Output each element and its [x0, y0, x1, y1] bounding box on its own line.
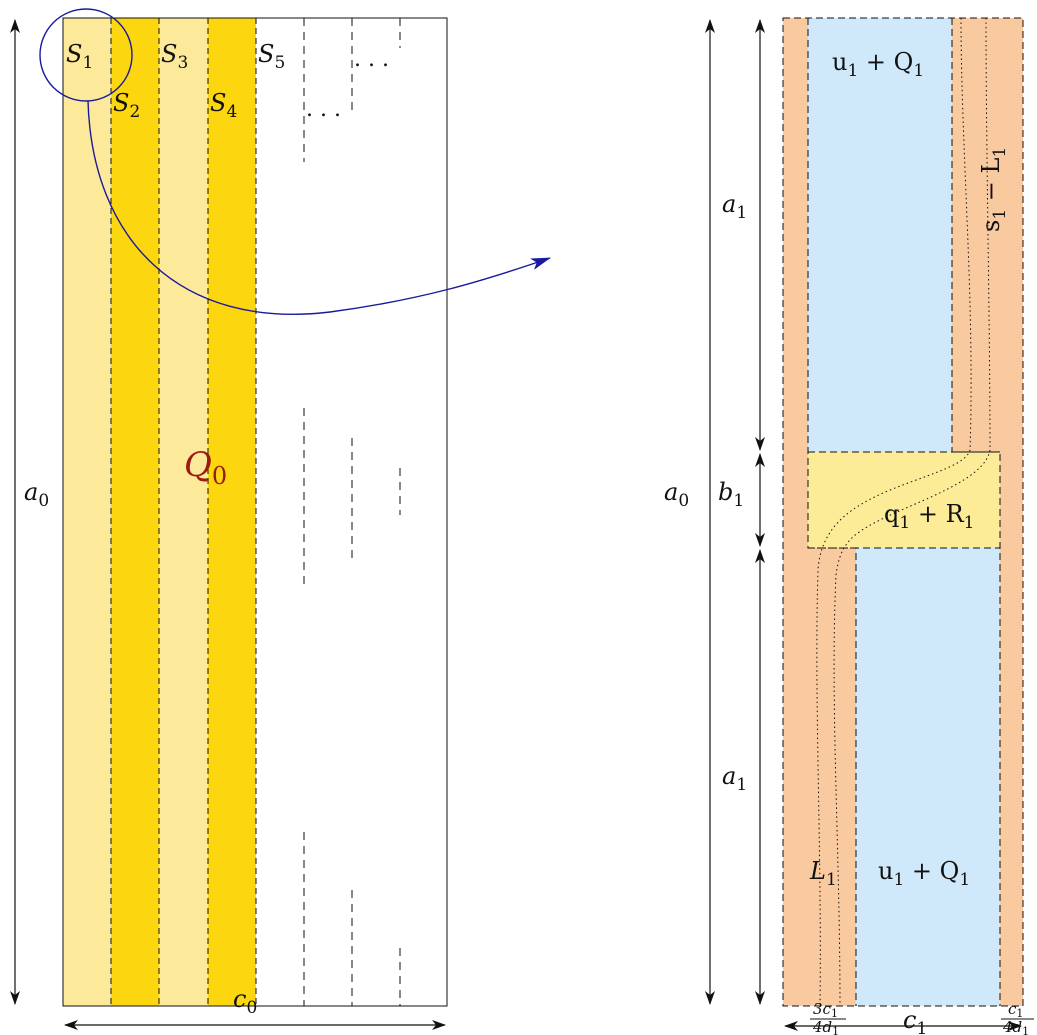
label-bottom-block: u1 + Q1	[878, 857, 970, 890]
label-l1: L1	[809, 857, 837, 890]
strip-s4	[208, 18, 256, 1006]
label-q0: Q0	[184, 445, 227, 490]
label-a1-bottom: a1	[722, 762, 747, 795]
bottom-blue-block	[856, 548, 1000, 1006]
curved-arrow	[87, 100, 551, 315]
block-outlines	[782, 17, 1024, 1007]
label-top-block: u1 + Q1	[832, 48, 924, 81]
label-s1-minus-l1: s1 − L1	[977, 147, 1010, 232]
strip-s3	[159, 18, 208, 1006]
right-panel: u1 + Q1 s1 − L1 q1 + R1 L1 u1 + Q1 a0 a1…	[664, 17, 1034, 1035]
left-panel: S1 S2 S3 S4 S5 . . . . . . Q0 a0 c0	[10, 8, 551, 1030]
label-mid-block: q1 + R1	[884, 500, 974, 533]
dots-top: . . .	[354, 47, 389, 72]
label-c1: c1	[903, 1006, 927, 1035]
label-s1: S1	[66, 40, 93, 73]
svg-text:c1: c1	[1008, 1000, 1023, 1020]
strip-dividers	[110, 18, 257, 1006]
strip-s2	[111, 18, 159, 1006]
label-s3: S3	[161, 40, 188, 73]
middle-yellow-block	[808, 452, 1000, 548]
top-blue-block	[808, 18, 952, 452]
partial-dividers	[303, 18, 401, 1006]
dotted-paths	[816, 17, 991, 1007]
dots-mid: . . .	[306, 97, 341, 122]
label-c0: c0	[233, 985, 257, 1018]
label-s4: S4	[210, 89, 237, 122]
svg-text:3c1: 3c1	[813, 1000, 838, 1020]
label-s2: S2	[113, 89, 140, 122]
label-s5: S5	[258, 40, 285, 73]
label-right-a0: a0	[664, 478, 689, 511]
label-b1: b1	[718, 478, 744, 511]
strip-s1	[63, 18, 111, 1006]
magnifier-circle	[39, 8, 133, 102]
label-a1-top: a1	[722, 190, 747, 223]
label-left-a0: a0	[24, 478, 49, 511]
left-outer-rect	[62, 17, 448, 1007]
